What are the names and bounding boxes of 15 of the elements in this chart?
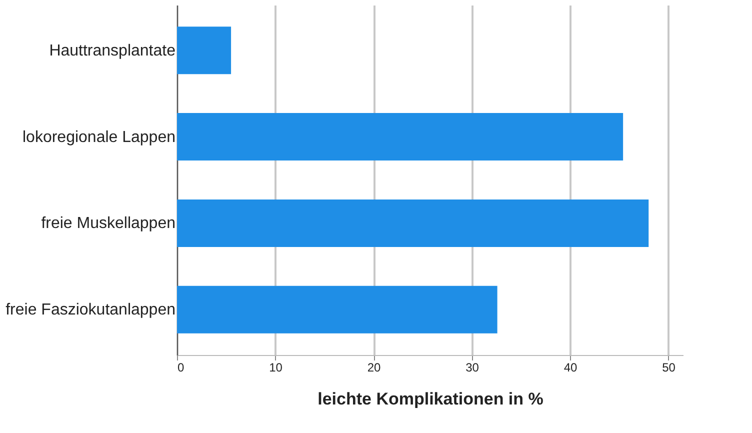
x-tick-label: 30 bbox=[466, 360, 480, 374]
bar bbox=[177, 199, 649, 247]
bar bbox=[177, 286, 498, 334]
y-tick-label: lokoregionale Lappen bbox=[22, 128, 176, 146]
x-tick-label: 20 bbox=[367, 360, 381, 374]
x-tick-label: 50 bbox=[662, 360, 676, 374]
y-tick-label: Hauttransplantate bbox=[49, 42, 176, 60]
y-tick-label: freie Muskellappen bbox=[41, 215, 176, 232]
bar bbox=[177, 113, 624, 161]
y-tick-label: freie Fasziokutanlappen bbox=[6, 302, 176, 319]
x-tick-label: 0 bbox=[178, 360, 184, 374]
bar bbox=[177, 26, 232, 74]
x-tick-label: 10 bbox=[269, 360, 283, 374]
x-axis-title: leichte Komplikationen in % bbox=[318, 390, 544, 408]
x-tick-label: 40 bbox=[564, 360, 578, 374]
